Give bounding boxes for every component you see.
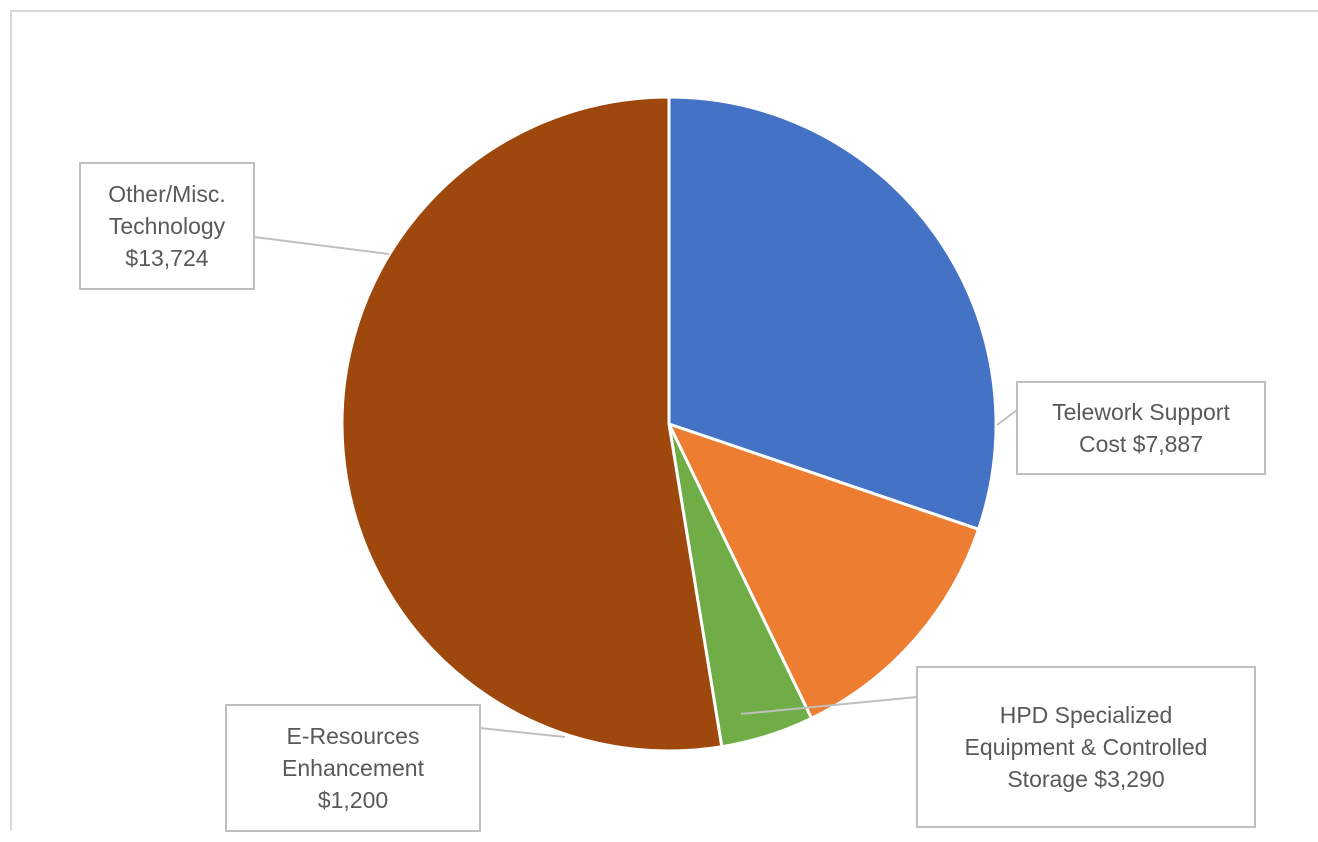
data-label-telework-support-cost-line-1: Telework Support	[1052, 399, 1230, 425]
leader-lines	[253, 236, 1018, 738]
pie-slice-hpd-specialized-equipment-controlled-storage	[667, 422, 981, 720]
data-label-other-misc-technology-line-2: Technology	[109, 213, 226, 239]
leader-line-hpd-specialized-equipment-controlled-storage	[740, 696, 918, 715]
data-label-e-resources-enhancement-line-3: $1,200	[318, 787, 388, 813]
data-label-box-telework-support-cost	[1016, 381, 1266, 475]
data-label-box-other-misc-technology	[79, 162, 255, 290]
data-label-box-e-resources-enhancement	[225, 704, 481, 832]
pie-slice-telework-support-cost	[667, 95, 998, 531]
data-label-other-misc-technology-line-3: $13,724	[125, 245, 208, 271]
data-label-box-hpd-specialized-equipment-controlled-storage	[916, 666, 1256, 828]
data-label-hpd-specialized-equipment-controlled-storage-line-3: Storage $3,290	[1007, 766, 1164, 792]
data-labels: Telework Support Cost $7,887 HPD Specializ…	[79, 162, 1266, 832]
data-label-other-misc-technology-line-1: Other/Misc.	[108, 181, 226, 207]
data-label-hpd-specialized-equipment-controlled-storage-line-2: Equipment & Controlled	[965, 734, 1208, 760]
leader-line-other-misc-technology	[253, 236, 390, 255]
leader-line-e-resources-enhancement	[479, 727, 566, 738]
data-label-hpd-specialized-equipment-controlled-storage-line-1: HPD Specialized	[1000, 702, 1173, 728]
data-label-e-resources-enhancement-line-2: Enhancement	[282, 755, 425, 781]
chart-area-border	[10, 10, 1318, 830]
data-label-e-resources-enhancement-line-1: E-Resources	[287, 723, 420, 749]
pie-slices	[340, 95, 998, 753]
leader-line-telework-support-cost	[996, 409, 1018, 426]
pie-slice-other-misc-technology	[340, 95, 724, 753]
data-label-telework-support-cost-line-2: Cost $7,887	[1079, 431, 1203, 457]
